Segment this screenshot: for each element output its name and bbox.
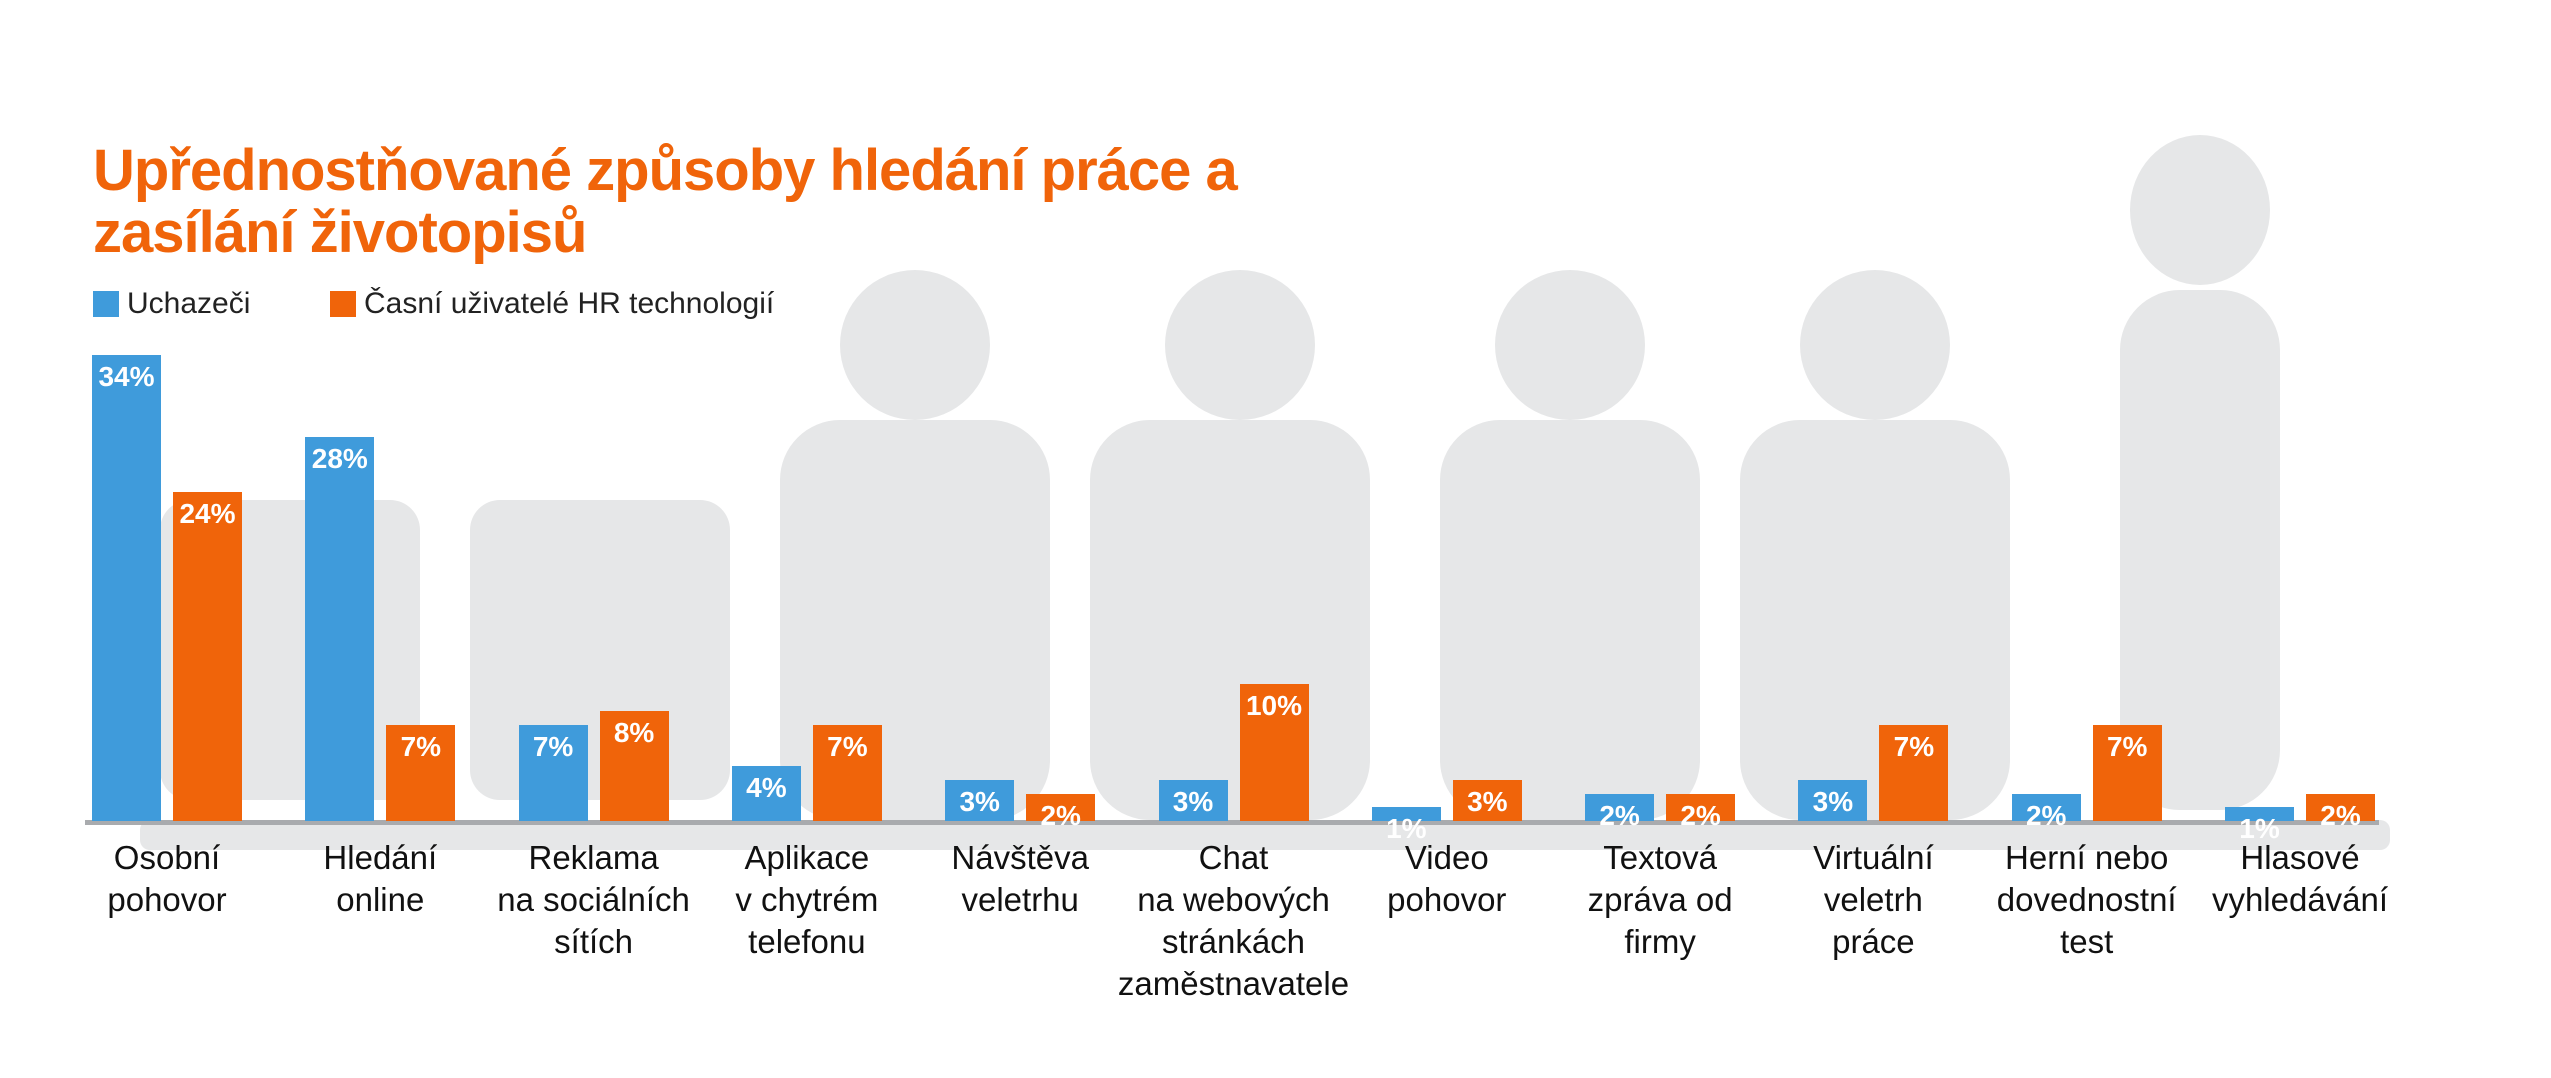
x-tick-label: Hlasové vyhledávání [2211, 839, 2389, 918]
bar [2225, 807, 2294, 821]
legend-item: Časní uživatelé HR technologií [330, 287, 774, 321]
bar [173, 492, 242, 821]
x-tick-label: Reklama na sociálních sítích [497, 839, 690, 960]
data-label: 2% [1040, 799, 1081, 831]
bar [1026, 793, 1096, 821]
bar [2306, 793, 2375, 821]
x-tick-label: Chat na webových stránkách zaměstnavatel… [1117, 839, 1350, 1002]
data-label: 7% [400, 731, 442, 763]
data-label: 3% [1172, 785, 1214, 817]
chart-title: Upřednostňované způsoby hledání práce a … [93, 138, 1238, 265]
bar [386, 725, 456, 821]
data-label: 2% [1599, 799, 1640, 831]
legend-label: Uchazeči [127, 287, 251, 320]
data-label: 1% [2239, 813, 2280, 845]
data-label: 7% [532, 731, 574, 763]
bar [1798, 779, 1868, 821]
bar [2011, 793, 2081, 821]
data-label: 7% [827, 731, 868, 763]
data-label: 3% [959, 785, 1000, 817]
x-axis-line [85, 820, 2379, 825]
bar [1158, 779, 1228, 821]
bar [1585, 793, 1655, 821]
data-label: 1% [1386, 813, 1427, 845]
data-label: 28% [311, 443, 368, 475]
bar [1452, 779, 1522, 821]
bar [2092, 725, 2162, 821]
legend-label: Časní uživatelé HR technologií [364, 287, 775, 320]
x-tick-label: Osobní pohovor [107, 839, 227, 918]
data-label: 4% [746, 772, 787, 804]
data-label: 7% [2106, 731, 2148, 763]
x-tick-label: Návštěva veletrhu [951, 839, 1089, 918]
data-label: 2% [2320, 799, 2361, 831]
x-tick-label: Video pohovor [1387, 839, 1507, 918]
data-label: 24% [179, 498, 236, 530]
data-label: 10% [1245, 689, 1303, 721]
bar [1666, 793, 1736, 821]
bar [305, 437, 375, 821]
bar [1879, 725, 1949, 821]
bar [731, 766, 801, 821]
bar [599, 711, 669, 821]
x-tick-label: Hledání online [323, 839, 438, 918]
x-tick-label: Textová zpráva od firmy [1587, 839, 1733, 960]
legend-swatch [330, 291, 356, 317]
legend-swatch [93, 291, 119, 317]
x-tick-label: Herní nebo dovednostní test [1996, 839, 2177, 960]
bar [1239, 683, 1309, 821]
x-tick-label: Aplikace v chytrém telefonu [735, 839, 879, 960]
bar [1371, 807, 1441, 821]
bar [945, 779, 1015, 821]
bar [812, 725, 882, 821]
x-tick-label: Virtuální veletrh práce [1813, 839, 1934, 960]
data-label: 7% [1893, 731, 1935, 763]
data-label: 34% [98, 361, 155, 392]
data-label: 3% [1812, 785, 1854, 817]
bar [518, 725, 588, 821]
bar [92, 355, 161, 821]
data-label: 8% [613, 717, 655, 749]
legend-item: Uchazeči [93, 287, 250, 321]
data-label: 2% [1680, 799, 1721, 831]
data-label: 2% [2025, 799, 2067, 831]
data-label: 3% [1467, 785, 1508, 817]
